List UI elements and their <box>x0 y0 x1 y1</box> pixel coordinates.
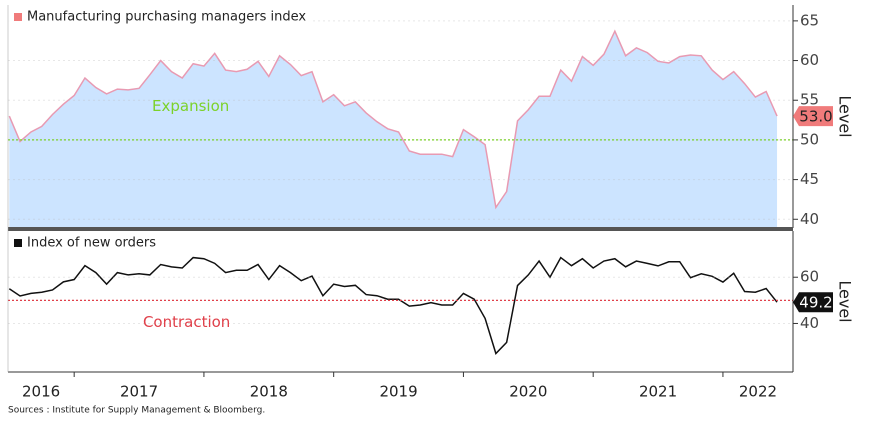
legend-swatch <box>14 13 22 21</box>
badge <box>793 106 833 127</box>
y-tick-label: 40 <box>800 210 819 228</box>
area <box>9 31 778 228</box>
x-tick-label: 2017 <box>120 383 158 401</box>
legend-label: Index of new orders <box>27 236 156 251</box>
y-tick-label: 60 <box>800 51 819 69</box>
legend-box <box>8 7 314 27</box>
y-tick-label: 45 <box>800 170 819 188</box>
x-tick-label: 2019 <box>379 383 417 401</box>
legend-label: Manufacturing purchasing managers index <box>27 10 306 25</box>
badge-label: 53.0 <box>799 108 832 126</box>
y-tick-label: 60 <box>800 268 819 286</box>
legend-swatch <box>14 239 22 247</box>
y-axis-label: Level <box>836 95 855 137</box>
reference-label: Contraction <box>143 313 230 331</box>
badge <box>793 292 833 313</box>
legend-box <box>8 233 164 253</box>
panel-divider <box>8 227 793 231</box>
y-tick-label: 65 <box>800 11 819 29</box>
x-tick-label: 2020 <box>509 383 547 401</box>
badge-label: 49.2 <box>799 294 832 312</box>
y-tick-label: 55 <box>800 91 819 109</box>
line <box>8 29 778 210</box>
y-axis-label: Level <box>836 280 855 322</box>
source-note: Sources : Institute for Supply Managemen… <box>8 406 265 416</box>
line <box>8 256 778 355</box>
x-tick-label: 2022 <box>739 383 777 401</box>
y-tick-label: 40 <box>800 314 819 332</box>
x-tick-label: 2016 <box>22 383 60 401</box>
x-tick-label: 2018 <box>250 383 288 401</box>
reference-label: Expansion <box>152 97 229 115</box>
x-tick-label: 2021 <box>639 383 677 401</box>
y-tick-label: 50 <box>800 130 819 148</box>
